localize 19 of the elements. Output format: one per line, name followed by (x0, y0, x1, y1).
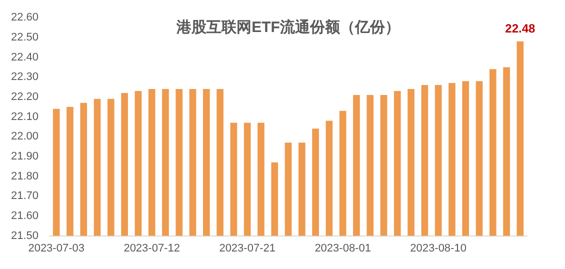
x-tick-label: 2023-08-10 (410, 242, 466, 254)
y-tick-label: 21.70 (10, 190, 39, 202)
x-tick-label: 2023-08-01 (314, 242, 371, 254)
data-label: 22.48 (505, 22, 536, 36)
x-tick-label: 2023-07-12 (124, 242, 180, 254)
y-tick-label: 22.60 (10, 12, 39, 24)
y-tick-label: 21.80 (10, 170, 39, 182)
y-tick-label: 22.50 (10, 31, 39, 44)
y-tick-label: 22.20 (10, 90, 39, 103)
y-tick-label: 21.90 (10, 150, 39, 162)
y-tick-label: 21.50 (10, 230, 39, 242)
y-tick-label: 21.60 (10, 210, 39, 222)
x-tick-label: 2023-07-03 (28, 242, 84, 254)
y-tick-label: 22.30 (10, 71, 39, 84)
y-tick-label: 22.10 (10, 110, 39, 123)
chart-title: 港股互联网ETF流通份额（亿份） (176, 18, 400, 36)
y-tick-label: 22.00 (10, 130, 39, 143)
x-tick-label: 2023-07-21 (219, 242, 276, 254)
y-tick-label: 22.40 (10, 51, 39, 64)
